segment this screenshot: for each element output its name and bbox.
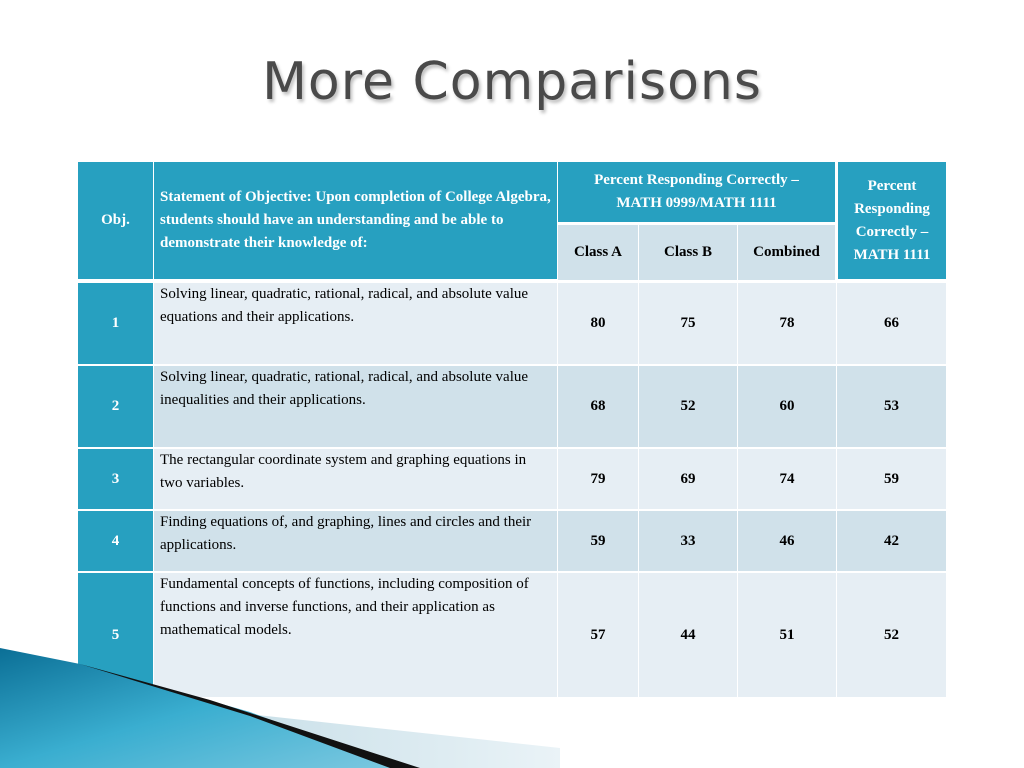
row-4-class-b: 33	[639, 511, 737, 571]
row-2-obj: 2	[78, 366, 153, 447]
row-3-obj: 3	[78, 449, 153, 509]
header-obj: Obj.	[78, 162, 153, 279]
row-5-combined: 51	[738, 573, 836, 697]
row-2-math1111: 53	[837, 366, 946, 447]
row-1-obj: 1	[78, 283, 153, 364]
row-3-math1111: 59	[837, 449, 946, 509]
row-2-class-a: 68	[558, 366, 638, 447]
row-4-class-a: 59	[558, 511, 638, 571]
row-3-statement: The rectangular coordinate system and gr…	[154, 449, 557, 509]
row-3-class-b: 69	[639, 449, 737, 509]
header-statement: Statement of Objective: Upon completion …	[154, 162, 557, 279]
row-5-class-a: 57	[558, 573, 638, 697]
header-group-math0999: Percent Responding Correctly – MATH 0999…	[558, 162, 835, 222]
row-1-math1111: 66	[837, 283, 946, 364]
row-4-obj: 4	[78, 511, 153, 571]
header-class-b: Class B	[639, 225, 737, 280]
row-5-statement: Fundamental concepts of functions, inclu…	[154, 573, 557, 697]
row-5-math1111: 52	[837, 573, 946, 697]
header-class-a: Class A	[558, 225, 638, 280]
row-3-combined: 74	[738, 449, 836, 509]
row-4-statement: Finding equations of, and graphing, line…	[154, 511, 557, 571]
row-1-class-b: 75	[639, 283, 737, 364]
decorative-swoosh	[0, 648, 560, 768]
row-1-class-a: 80	[558, 283, 638, 364]
row-4-math1111: 42	[837, 511, 946, 571]
slide-title: More Comparisons	[262, 52, 762, 112]
row-4-combined: 46	[738, 511, 836, 571]
row-3-class-a: 79	[558, 449, 638, 509]
row-1-combined: 78	[738, 283, 836, 364]
row-5-class-b: 44	[639, 573, 737, 697]
row-2-statement: Solving linear, quadratic, rational, rad…	[154, 366, 557, 447]
row-1-statement: Solving linear, quadratic, rational, rad…	[154, 283, 557, 364]
row-2-class-b: 52	[639, 366, 737, 447]
header-combined: Combined	[738, 225, 835, 280]
header-math1111: Percent Responding Correctly – MATH 1111	[838, 162, 946, 279]
row-2-combined: 60	[738, 366, 836, 447]
